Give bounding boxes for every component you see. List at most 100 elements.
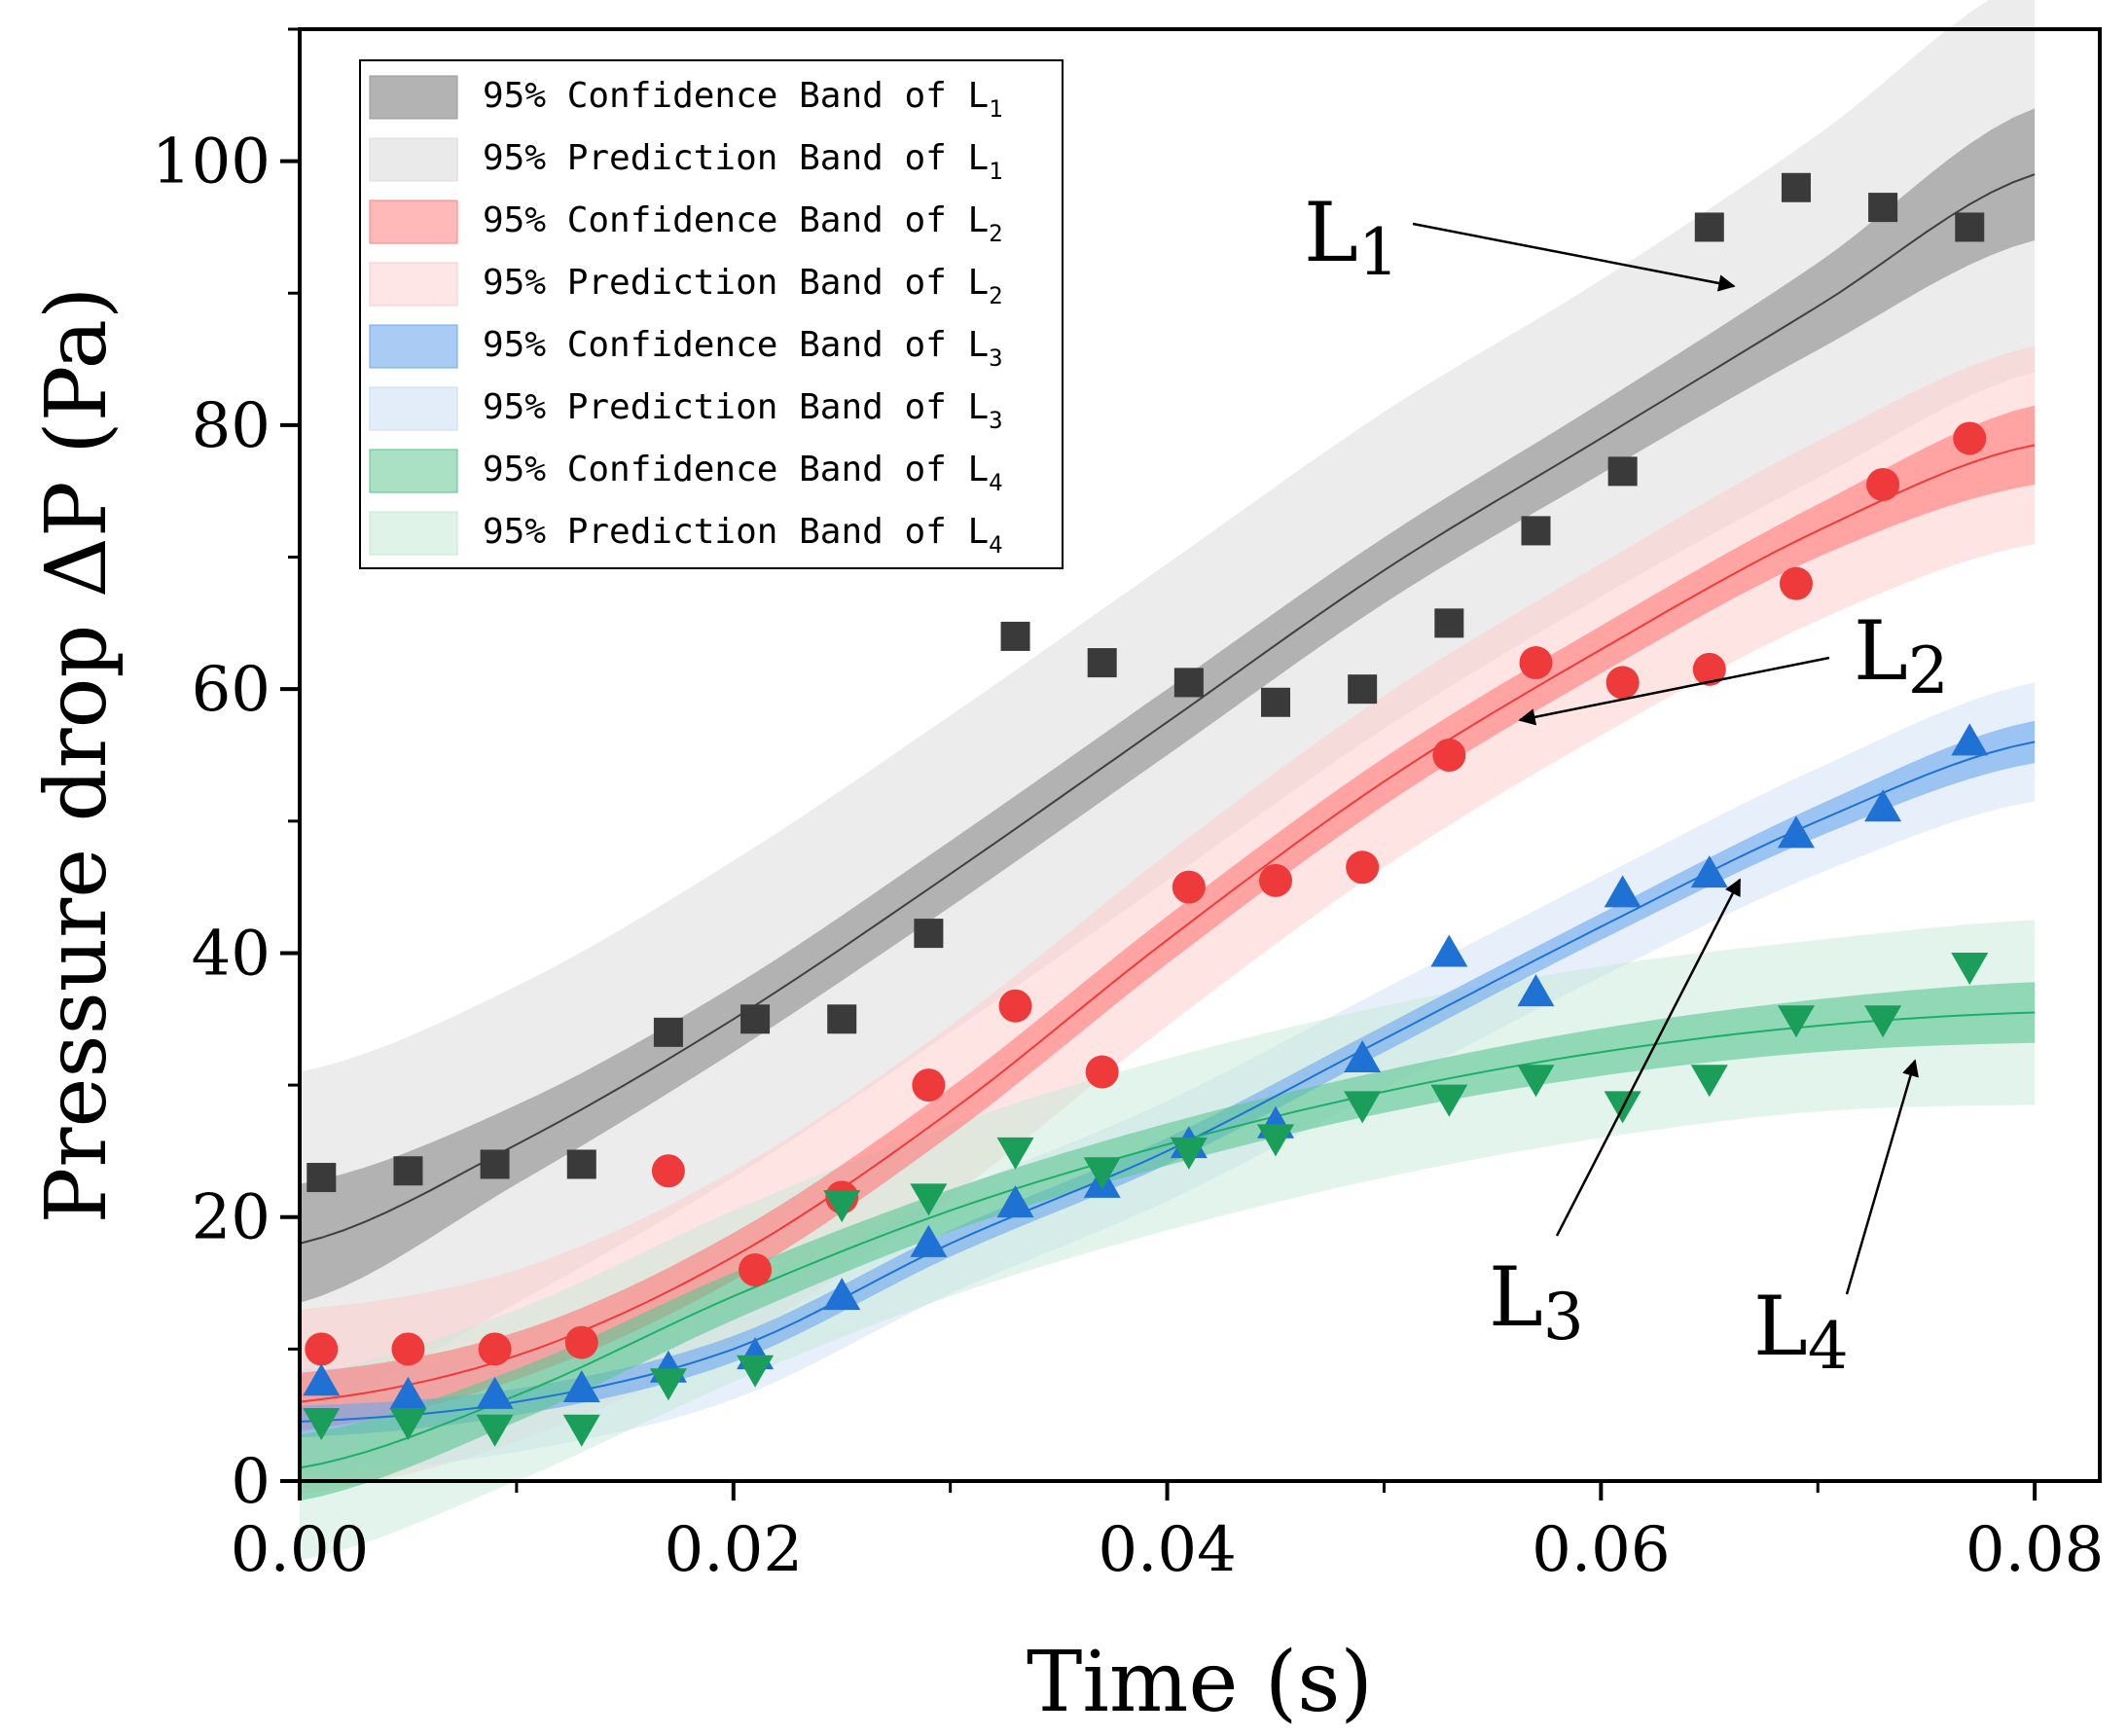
confidence-band-l1 bbox=[300, 108, 2036, 1303]
legend-label: 95% Prediction Band of L2 bbox=[483, 263, 1003, 309]
legend-label: 95% Confidence Band of L1 bbox=[483, 76, 1003, 123]
y-axis-title: Pressure drop ΔP (Pa) bbox=[28, 287, 126, 1224]
data-point-l4 bbox=[996, 1137, 1034, 1170]
data-point-l1 bbox=[1348, 674, 1378, 705]
y-tick-label: 60 bbox=[192, 654, 271, 726]
data-point-l4 bbox=[1083, 1157, 1121, 1190]
data-point-l2 bbox=[1519, 646, 1553, 680]
legend-label-subscript: 1 bbox=[989, 95, 1002, 123]
data-point-l1 bbox=[1521, 516, 1551, 546]
annotation-arrow-l4 bbox=[1845, 1059, 1919, 1295]
data-point-l2 bbox=[305, 1332, 339, 1366]
data-point-l1 bbox=[1694, 212, 1724, 242]
confidence-band-l3 bbox=[300, 720, 2036, 1438]
legend-label: 95% Prediction Band of L1 bbox=[483, 138, 1003, 185]
data-point-l1 bbox=[1173, 668, 1204, 698]
data-point-l4 bbox=[823, 1190, 861, 1223]
data-point-l4 bbox=[737, 1355, 775, 1388]
data-point-l1 bbox=[914, 919, 944, 949]
y-tick-label: 80 bbox=[192, 390, 271, 462]
data-point-l1 bbox=[1087, 648, 1117, 678]
band-layer bbox=[300, 0, 2036, 1561]
data-point-l1 bbox=[393, 1156, 423, 1186]
data-point-l2 bbox=[1085, 1055, 1119, 1089]
data-point-l3 bbox=[476, 1376, 514, 1409]
legend-label: 95% Confidence Band of L4 bbox=[483, 450, 1003, 496]
data-point-l2 bbox=[1692, 652, 1726, 686]
data-point-l1 bbox=[740, 1004, 771, 1034]
data-point-l3 bbox=[996, 1185, 1034, 1218]
data-point-l2 bbox=[1866, 467, 1900, 501]
annotation-arrow-l3 bbox=[1555, 878, 1742, 1237]
data-point-l2 bbox=[1172, 870, 1206, 904]
data-point-l4 bbox=[1430, 1084, 1468, 1117]
data-point-l4 bbox=[476, 1414, 514, 1447]
data-point-l3 bbox=[1430, 934, 1468, 967]
legend-frame bbox=[359, 59, 1064, 569]
prediction-band-l4 bbox=[300, 920, 2036, 1561]
legend-label-subscript: 4 bbox=[989, 531, 1002, 559]
data-point-l4 bbox=[1864, 1005, 1902, 1038]
data-point-l1 bbox=[653, 1017, 683, 1047]
data-point-l4 bbox=[562, 1414, 600, 1447]
annotation-label-subscript: 3 bbox=[1543, 1280, 1584, 1355]
y-tick-label: 40 bbox=[192, 918, 271, 990]
y-tick-label: 0 bbox=[231, 1446, 271, 1518]
data-point-l3 bbox=[1690, 855, 1728, 888]
x-tick-label: 0.00 bbox=[231, 1514, 370, 1586]
legend-label-subscript: 2 bbox=[989, 220, 1002, 247]
data-point-l1 bbox=[1607, 456, 1638, 487]
data-point-l1 bbox=[1955, 212, 1985, 242]
data-point-l2 bbox=[478, 1332, 512, 1366]
data-point-l2 bbox=[564, 1325, 598, 1359]
data-point-l2 bbox=[1432, 739, 1466, 772]
data-point-l4 bbox=[1517, 1065, 1555, 1098]
data-point-l1 bbox=[1781, 172, 1811, 202]
prediction-band-l3 bbox=[300, 682, 2036, 1475]
legend-swatch bbox=[369, 75, 458, 120]
data-point-l4 bbox=[910, 1183, 948, 1216]
annotation-arrow-l1 bbox=[1412, 222, 1736, 292]
data-point-l1 bbox=[1868, 193, 1898, 223]
data-point-l4 bbox=[649, 1368, 687, 1401]
data-point-l1 bbox=[1000, 621, 1030, 651]
data-point-l1 bbox=[480, 1149, 510, 1179]
data-point-l4 bbox=[1257, 1124, 1295, 1157]
data-point-l4 bbox=[1777, 1005, 1815, 1038]
x-axis-title: Time (s) bbox=[1027, 1634, 1373, 1731]
data-point-l3 bbox=[1777, 815, 1815, 849]
data-point-l4 bbox=[1170, 1137, 1208, 1170]
data-point-l2 bbox=[739, 1252, 773, 1286]
data-point-l1 bbox=[566, 1149, 596, 1179]
legend-label: 95% Confidence Band of L2 bbox=[483, 200, 1003, 247]
x-tick-label: 0.06 bbox=[1532, 1514, 1671, 1586]
data-point-l1 bbox=[1434, 608, 1464, 638]
data-point-l3 bbox=[823, 1278, 861, 1311]
legend-label-subscript: 2 bbox=[989, 282, 1002, 309]
data-point-l2 bbox=[1259, 863, 1293, 897]
fit-line-l4 bbox=[299, 1011, 2036, 1469]
legend-swatch bbox=[369, 449, 458, 493]
annotation-label-l2: L2 bbox=[1854, 603, 1949, 708]
confidence-band-l4 bbox=[300, 982, 2036, 1501]
data-point-l2 bbox=[1605, 666, 1640, 700]
tick-label-layer: 0.00 0.02 0.04 0.06 0.08 0 20 40 60 80 100 bbox=[152, 127, 2105, 1586]
legend-label: 95% Prediction Band of L4 bbox=[483, 512, 1003, 559]
data-point-l2 bbox=[391, 1332, 425, 1366]
data-point-l3 bbox=[1517, 974, 1555, 1007]
legend-swatch bbox=[369, 199, 458, 244]
data-point-l4 bbox=[1344, 1091, 1382, 1124]
marker-layer bbox=[303, 172, 1989, 1447]
data-point-l3 bbox=[1344, 1039, 1382, 1072]
fit-line-l1 bbox=[299, 173, 2036, 1245]
data-point-l3 bbox=[1951, 723, 1989, 756]
x-tick-label: 0.04 bbox=[1098, 1514, 1237, 1586]
confidence-band-l2 bbox=[300, 405, 2036, 1431]
x-tick-label: 0.08 bbox=[1966, 1514, 2105, 1586]
annotation-label-subscript: 4 bbox=[1808, 1309, 1849, 1384]
legend-label-subscript: 3 bbox=[989, 344, 1002, 372]
data-point-l4 bbox=[389, 1407, 427, 1440]
data-point-l3 bbox=[562, 1370, 600, 1403]
data-point-l1 bbox=[307, 1163, 337, 1193]
